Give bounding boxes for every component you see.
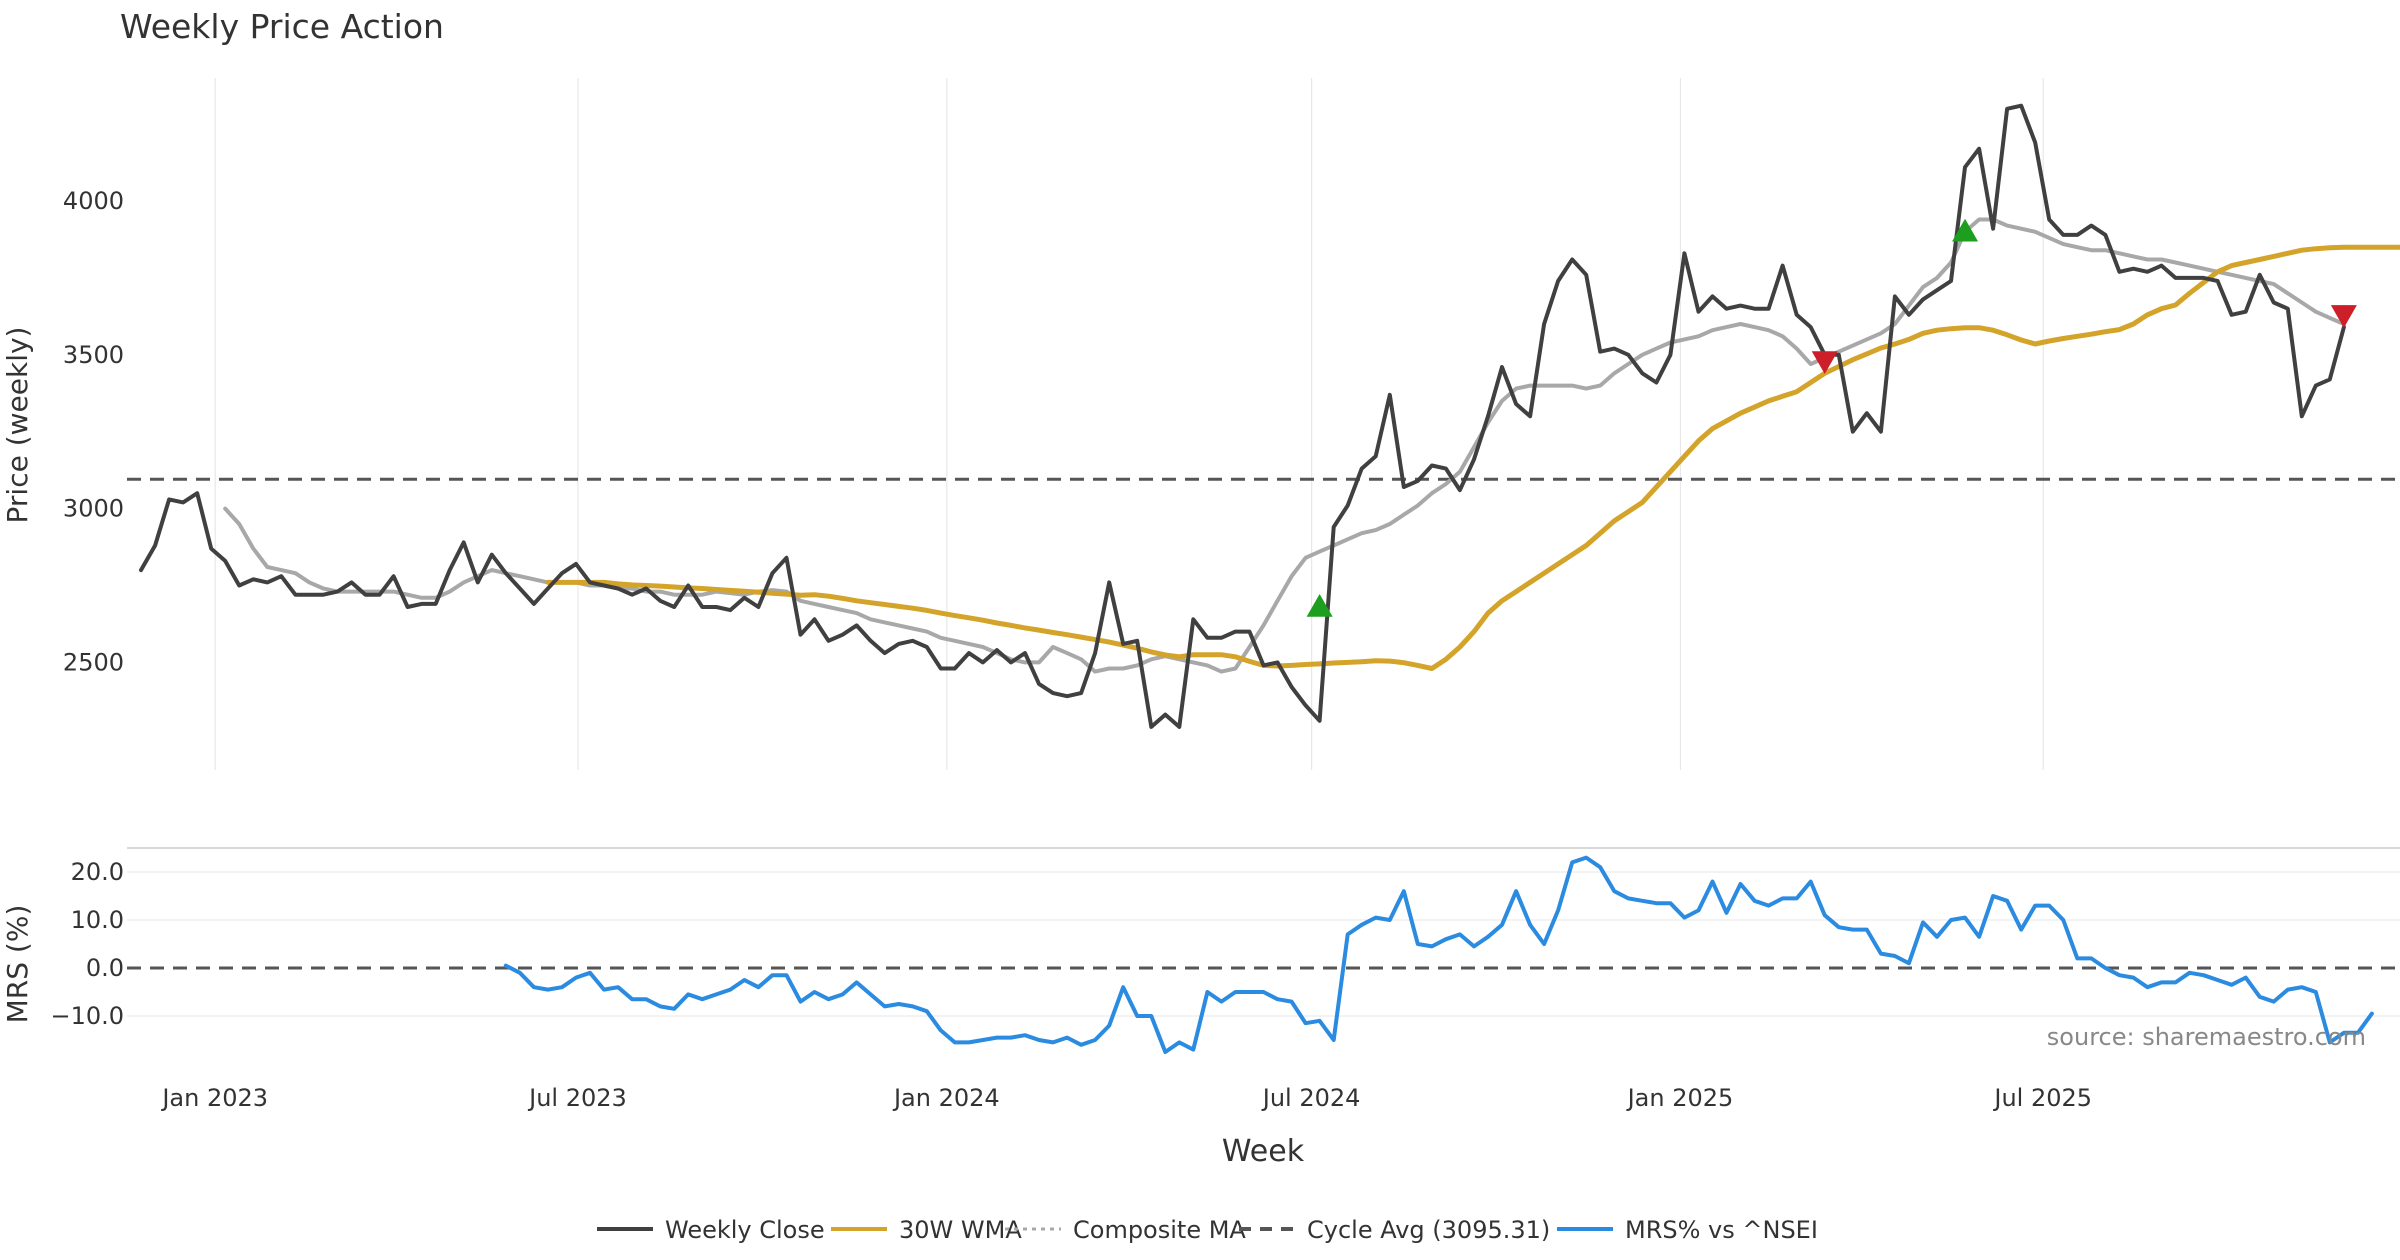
price-y-tick-label: 3500 xyxy=(63,341,124,369)
price-panel-gridlines xyxy=(214,78,2044,770)
mrs-y-axis-label: MRS (%) xyxy=(1,905,34,1024)
price-series-30w-wma xyxy=(545,244,2400,671)
x-tick-label: Jan 2023 xyxy=(160,1084,268,1112)
x-axis-ticks: Jan 2023 Jul 2023 Jan 2024 Jul 2024 Jan 2025… xyxy=(160,1084,2092,1112)
mrs-y-tick-label: 0.0 xyxy=(86,954,124,982)
x-tick-label: Jan 2024 xyxy=(892,1084,1000,1112)
mrs-series-mrs-vs-nsei xyxy=(503,855,2374,1054)
legend-label-composite-ma: Composite MA xyxy=(1073,1216,1246,1244)
price-series-weekly-close xyxy=(139,103,2346,729)
legend-label-weekly-close: Weekly Close xyxy=(665,1216,825,1244)
price-y-tick-label: 2500 xyxy=(63,648,124,676)
series-layer xyxy=(127,103,2400,1054)
mrs-panel-gridlines xyxy=(127,847,2400,1017)
x-tick-label: Jul 2025 xyxy=(1992,1084,2092,1112)
x-tick-label: Jul 2023 xyxy=(527,1084,627,1112)
x-axis-label: Week xyxy=(1222,1134,1305,1169)
mrs-y-tick-label: 20.0 xyxy=(71,858,124,886)
mrs-y-axis-ticks: −10.0 0.0 10.0 20.0 xyxy=(50,858,124,1030)
sell-signal-marker xyxy=(2330,305,2357,328)
legend-label-30w-wma: 30W WMA xyxy=(899,1216,1022,1244)
legend-label-mrs-vs-nsei: MRS% vs ^NSEI xyxy=(1625,1216,1818,1244)
legend: Weekly Close 30W WMA Composite MA Cycle Avg… xyxy=(597,1216,1818,1244)
x-tick-label: Jan 2025 xyxy=(1626,1084,1734,1112)
mrs-y-tick-label: −10.0 xyxy=(50,1002,124,1030)
sell-signal-marker xyxy=(1811,351,1838,374)
price-y-tick-label: 4000 xyxy=(63,187,124,215)
price-y-axis-label: Price (weekly) xyxy=(1,327,34,524)
x-tick-label: Jul 2024 xyxy=(1261,1084,1361,1112)
chart-title: Weekly Price Action xyxy=(120,7,444,46)
price-y-tick-label: 3000 xyxy=(63,495,124,523)
signal-markers xyxy=(1306,218,2357,617)
watermark-text: source: sharemaestro.com xyxy=(2047,1023,2366,1051)
mrs-y-tick-label: 10.0 xyxy=(71,906,124,934)
price-y-axis-ticks: 2500 3000 3500 4000 xyxy=(63,187,124,676)
buy-signal-marker xyxy=(1952,218,1979,242)
legend-label-cycle-avg-3095-31: Cycle Avg (3095.31) xyxy=(1307,1216,1550,1244)
buy-signal-marker xyxy=(1306,593,1333,617)
